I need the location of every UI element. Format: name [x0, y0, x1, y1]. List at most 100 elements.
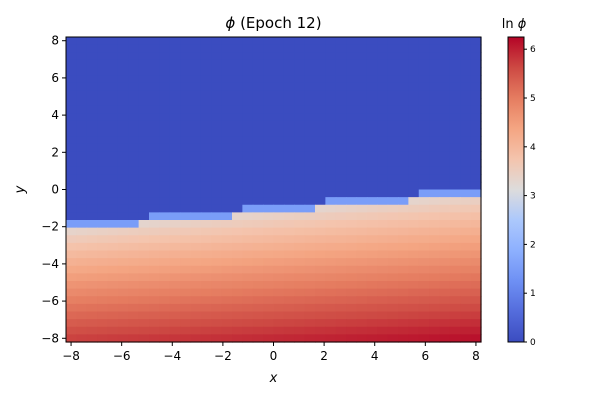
- heatmap-cell: [252, 288, 264, 297]
- heatmap-cell: [429, 67, 441, 76]
- heatmap-cell: [149, 334, 160, 343]
- heatmap-cell: [128, 212, 140, 221]
- heatmap-cell: [242, 98, 254, 107]
- heatmap-cell: [335, 303, 347, 313]
- heatmap-cell: [273, 75, 285, 84]
- heatmap-cell: [346, 326, 358, 335]
- heatmap-cell: [232, 250, 243, 259]
- heatmap-cell: [398, 52, 409, 61]
- heatmap-cell: [128, 181, 140, 191]
- heatmap-cell: [335, 296, 347, 305]
- heatmap-cell: [211, 273, 223, 282]
- heatmap-cell: [190, 82, 202, 91]
- heatmap-cell: [294, 334, 306, 343]
- heatmap-cell: [128, 120, 140, 130]
- heatmap-cell: [86, 44, 98, 53]
- heatmap-cell: [190, 273, 202, 282]
- heatmap-cell: [117, 105, 129, 114]
- heatmap-cell: [252, 258, 264, 267]
- heatmap-cell: [232, 311, 243, 320]
- heatmap-cell: [97, 296, 109, 305]
- heatmap-cell: [460, 120, 472, 130]
- heatmap-cell: [180, 281, 192, 290]
- heatmap-cell: [128, 296, 140, 305]
- heatmap-cell: [211, 319, 223, 328]
- heatmap-cell: [408, 128, 420, 137]
- heatmap-cell: [315, 220, 326, 229]
- heatmap-cell: [346, 128, 358, 137]
- y-tick-label: −6: [41, 294, 59, 308]
- heatmap-cell: [169, 189, 181, 198]
- heatmap-cell: [325, 67, 337, 76]
- heatmap-cell: [356, 59, 368, 69]
- heatmap-cell: [315, 52, 326, 61]
- heatmap-cell: [429, 319, 441, 328]
- heatmap-cell: [232, 120, 243, 130]
- heatmap-cell: [398, 37, 409, 46]
- heatmap-cell: [315, 204, 326, 213]
- heatmap-cell: [377, 44, 389, 53]
- heatmap-cell: [418, 204, 430, 213]
- heatmap-cell: [97, 326, 109, 335]
- heatmap-cell: [273, 82, 285, 91]
- heatmap-cell: [377, 311, 389, 320]
- heatmap-cell: [325, 220, 337, 229]
- heatmap-cell: [263, 311, 275, 320]
- heatmap-cell: [200, 136, 212, 145]
- heatmap-cell: [97, 44, 109, 53]
- heatmap-cell: [242, 159, 254, 168]
- heatmap-cell: [366, 151, 378, 160]
- heatmap-cell: [366, 326, 378, 335]
- heatmap-cell: [377, 227, 389, 236]
- heatmap-cell: [304, 288, 316, 297]
- heatmap-cell: [356, 311, 368, 320]
- heatmap-cell: [86, 128, 98, 137]
- heatmap-cell: [159, 128, 171, 137]
- heatmap-cell: [128, 67, 140, 76]
- heatmap-cell: [387, 59, 399, 69]
- heatmap-cell: [294, 326, 306, 335]
- heatmap-cell: [66, 288, 77, 297]
- heatmap-cell: [429, 303, 441, 313]
- heatmap-cell: [190, 227, 202, 236]
- heatmap-cell: [418, 334, 430, 343]
- heatmap-cell: [377, 59, 389, 69]
- heatmap-cell: [263, 59, 275, 69]
- heatmap-cell: [107, 242, 119, 252]
- heatmap-cell: [439, 44, 451, 53]
- heatmap-cell: [169, 75, 181, 84]
- heatmap-cell: [180, 273, 192, 282]
- heatmap-cell: [335, 67, 347, 76]
- heatmap-cell: [159, 159, 171, 168]
- heatmap-cell: [418, 159, 430, 168]
- heatmap-cell: [232, 265, 243, 274]
- heatmap-cell: [294, 204, 306, 213]
- heatmap-cell: [377, 303, 389, 313]
- heatmap-cell: [304, 143, 316, 152]
- heatmap-cell: [418, 288, 430, 297]
- heatmap-cell: [470, 174, 482, 183]
- heatmap-cell: [346, 242, 358, 252]
- heatmap-cell: [211, 334, 223, 343]
- heatmap-cell: [366, 189, 378, 198]
- heatmap-cell: [263, 242, 275, 252]
- heatmap-cell: [449, 258, 461, 267]
- heatmap-cell: [232, 174, 243, 183]
- heatmap-cell: [97, 105, 109, 114]
- heatmap-cell: [449, 98, 461, 107]
- heatmap-cell: [252, 67, 264, 76]
- heatmap-cell: [149, 75, 160, 84]
- heatmap-cell: [366, 265, 378, 274]
- heatmap-cell: [304, 174, 316, 183]
- heatmap-cell: [304, 265, 316, 274]
- heatmap-cell: [263, 128, 275, 137]
- heatmap-cell: [221, 296, 233, 305]
- heatmap-cell: [449, 242, 461, 252]
- heatmap-cell: [138, 59, 150, 69]
- heatmap-cell: [356, 303, 368, 313]
- heatmap-cell: [439, 296, 451, 305]
- heatmap-cell: [418, 44, 430, 53]
- heatmap-cell: [107, 90, 119, 99]
- heatmap-cell: [242, 113, 254, 122]
- heatmap-cell: [97, 311, 109, 320]
